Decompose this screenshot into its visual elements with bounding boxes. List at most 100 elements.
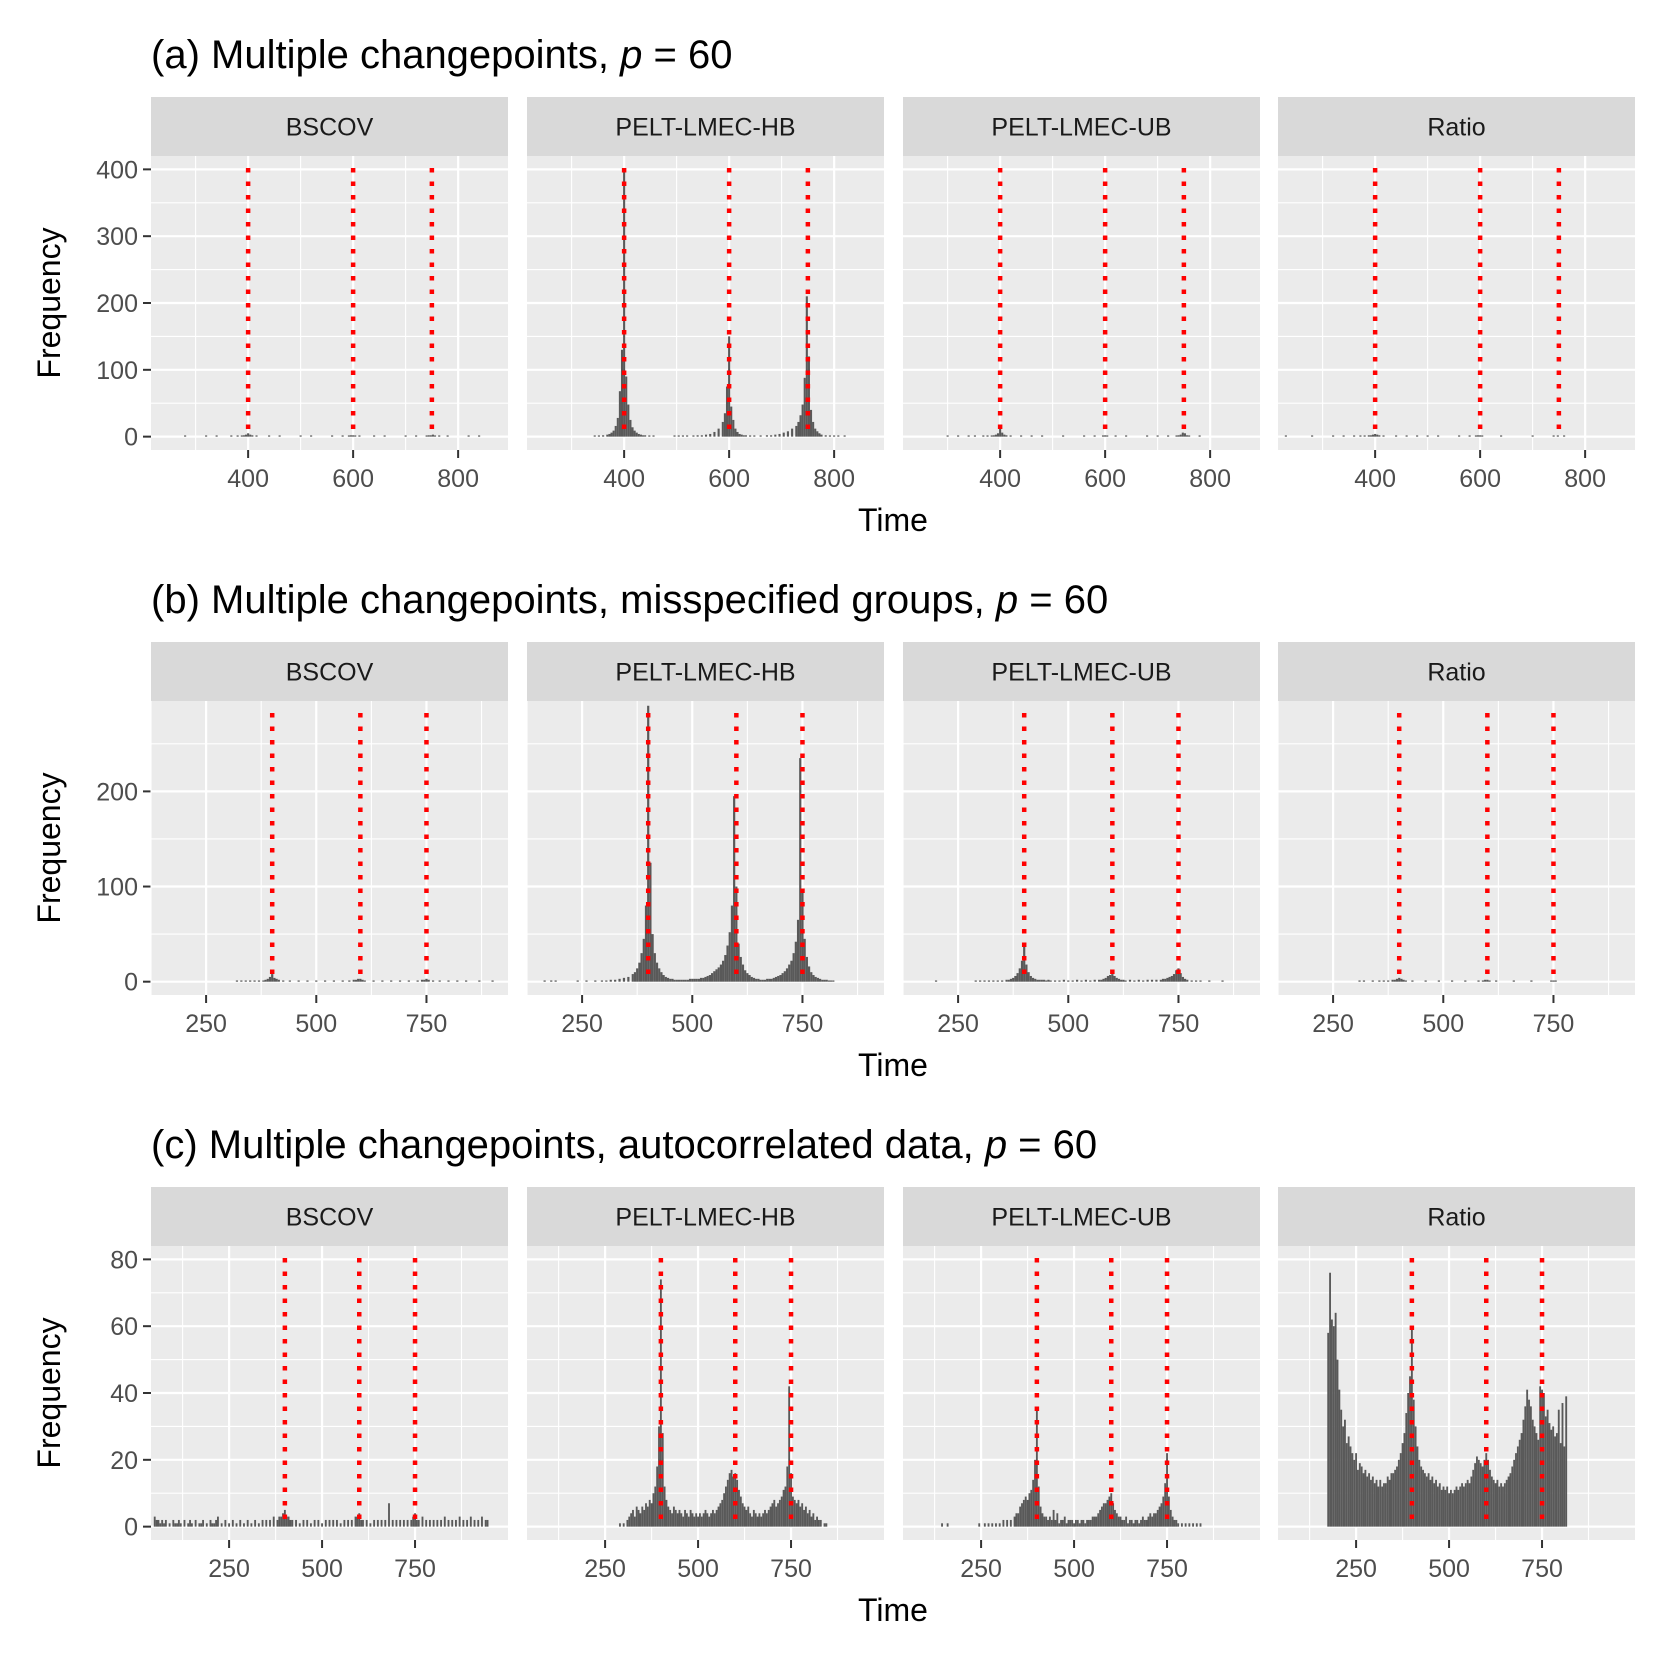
histogram-bar (215, 435, 218, 437)
facet-panel-3: PELT-LMEC-UB 250 500 750 (902, 642, 1260, 1038)
histogram-bar (383, 435, 386, 437)
histogram-bar (1542, 1393, 1545, 1527)
histogram-bar (782, 1489, 785, 1527)
histogram-bar (1498, 1486, 1501, 1527)
row-title: (a) Multiple changepoints, p = 60 (151, 33, 732, 77)
histogram-bar (728, 1473, 731, 1527)
histogram-bar (1373, 1483, 1376, 1527)
histogram-bar (994, 434, 997, 437)
histogram-bar (350, 1519, 353, 1527)
histogram-bar (663, 1486, 666, 1527)
histogram-bar (1528, 1399, 1530, 1527)
histogram-bar (306, 1519, 309, 1527)
histogram-bar (745, 1509, 748, 1527)
facet-label: PELT-LMEC-HB (615, 659, 795, 687)
histogram-bar (655, 962, 659, 982)
histogram-bar (697, 1516, 699, 1527)
histogram-bar (1479, 435, 1482, 437)
histogram-bar (669, 978, 672, 982)
histogram-bar (790, 960, 793, 982)
histogram-bar (1056, 1513, 1059, 1527)
histogram-bar (1154, 1513, 1157, 1527)
histogram-bar (1433, 1483, 1436, 1527)
histogram-bar (630, 1513, 633, 1527)
histogram-bar (778, 433, 781, 437)
histogram-bar (306, 980, 309, 982)
histogram-bar (1160, 1503, 1163, 1527)
histogram-bar (744, 435, 747, 437)
histogram-bar (278, 1516, 281, 1527)
histogram-bar (1451, 1493, 1454, 1527)
histogram-bar (282, 1513, 284, 1527)
histogram-bar (982, 435, 985, 437)
histogram-bar (433, 435, 437, 437)
histogram-bar (1394, 1469, 1397, 1527)
histogram-bar (447, 980, 450, 982)
histogram-bar (1386, 1476, 1389, 1527)
histogram-bar (738, 1489, 740, 1527)
facet-panel-4: Ratio 400 600 800 (1278, 97, 1635, 493)
histogram-bar (1125, 1516, 1128, 1527)
histogram-bar (456, 980, 459, 982)
histogram-bar (1479, 1463, 1482, 1527)
histogram-bar (249, 980, 252, 982)
histogram-bar (1035, 1409, 1038, 1527)
histogram-bar (1420, 1466, 1423, 1527)
x-tick-label: 750 (1158, 1010, 1200, 1038)
histogram-bar (646, 1506, 649, 1527)
histogram-bar (1516, 1446, 1519, 1527)
histogram-bar (735, 886, 738, 982)
histogram-bar (1563, 1446, 1566, 1527)
facet-strip (527, 1187, 884, 1246)
histogram-bar (1496, 1479, 1499, 1527)
histogram-bar (291, 1519, 294, 1527)
histogram-bar (1114, 1509, 1116, 1527)
histogram-bar (1448, 1493, 1450, 1527)
histogram-bar (1463, 1486, 1465, 1527)
histogram-bar (466, 1519, 469, 1527)
histogram-bar (973, 435, 976, 437)
x-tick-label: 500 (677, 1555, 719, 1583)
histogram-bar (974, 980, 977, 982)
histogram-bar (1083, 435, 1086, 437)
histogram-bar (415, 435, 418, 437)
histogram-bar (1102, 978, 1105, 982)
histogram-bar (1159, 979, 1162, 982)
facet-label: PELT-LMEC-UB (991, 1204, 1171, 1232)
histogram-bar (289, 1519, 292, 1527)
histogram-bar (369, 1523, 372, 1527)
histogram-bar (692, 435, 695, 437)
histogram-bar (658, 968, 661, 982)
histogram-bar (428, 1519, 431, 1527)
histogram-bar (1459, 1486, 1462, 1527)
histogram-bar (638, 962, 641, 982)
histogram-bar (1045, 1516, 1048, 1527)
histogram-bar (1037, 1486, 1040, 1527)
histogram-bar (465, 980, 468, 982)
histogram-bar (1192, 1523, 1194, 1527)
histogram-bar (205, 1523, 208, 1527)
histogram-bar (1076, 1519, 1079, 1527)
histogram-bar (627, 404, 630, 437)
histogram-bar (273, 977, 276, 982)
histogram-bar (347, 435, 350, 437)
histogram-bar (763, 979, 767, 982)
histogram-bar (1086, 1519, 1089, 1527)
histogram-bar (671, 978, 674, 982)
histogram-bar (390, 980, 393, 982)
histogram-bar (1038, 979, 1041, 982)
histogram-bar (1078, 1523, 1081, 1527)
histogram-bar (999, 424, 1002, 437)
x-tick-label: 500 (1422, 1010, 1464, 1038)
histogram-bar (1458, 435, 1461, 437)
histogram-bar (816, 431, 819, 437)
x-tick-label: 600 (1459, 465, 1501, 493)
histogram-bar (398, 980, 402, 982)
histogram-bar (213, 1523, 216, 1527)
histogram-bar (1183, 433, 1186, 437)
histogram-bar (1334, 1312, 1337, 1527)
histogram-bar (799, 1506, 802, 1527)
histogram-bar (1134, 1519, 1137, 1527)
histogram-bar (797, 1499, 800, 1527)
histogram-bar (360, 1519, 363, 1527)
